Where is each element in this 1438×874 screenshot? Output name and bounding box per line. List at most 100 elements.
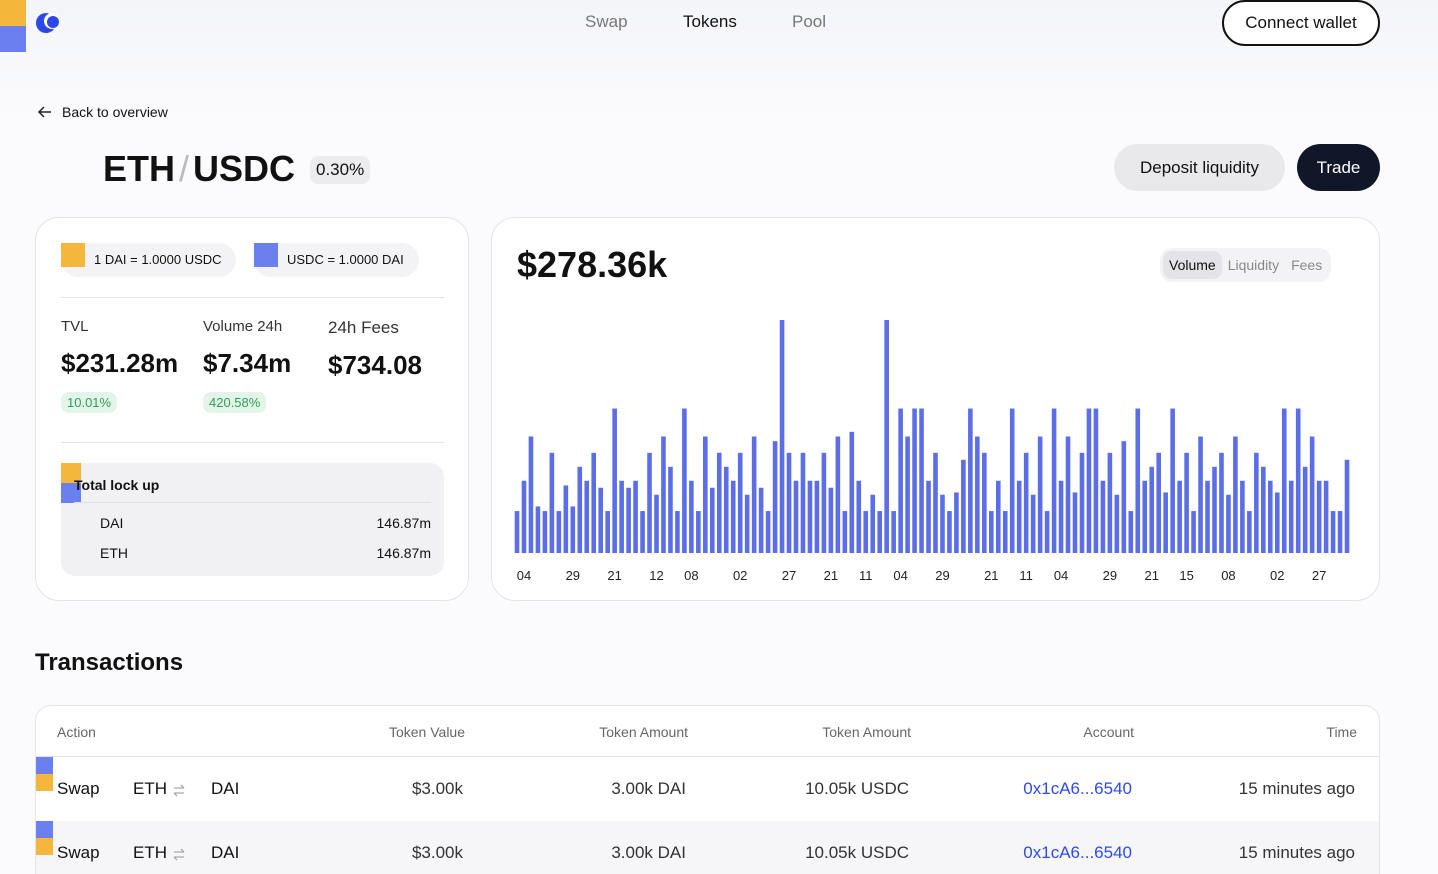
bar xyxy=(675,511,680,553)
bar xyxy=(668,466,673,553)
bar xyxy=(744,494,750,553)
lockup-token: ETH xyxy=(100,545,128,561)
column-header: Token Amount xyxy=(822,724,911,740)
bar xyxy=(1037,436,1043,553)
x-tick-label: 15 xyxy=(1179,568,1193,583)
token-icon xyxy=(61,243,85,267)
transaction-row[interactable]: Swap ETH DAI $3.00k 3.00k DAI 10.05k USDC 0x1c… xyxy=(36,821,1379,874)
bar xyxy=(1030,494,1036,553)
divider xyxy=(74,502,431,503)
bar xyxy=(926,480,931,553)
bar xyxy=(877,511,882,553)
bar xyxy=(772,441,778,553)
token-from: ETH xyxy=(133,779,167,798)
bar xyxy=(1226,494,1231,553)
bar xyxy=(605,511,610,553)
bar xyxy=(598,487,603,553)
bar xyxy=(982,452,987,553)
nav-link[interactable]: Pool xyxy=(792,12,827,31)
bar xyxy=(975,436,980,553)
token-from: ETH xyxy=(133,843,167,862)
column-header: Token Value xyxy=(388,724,465,740)
bar xyxy=(1212,466,1217,553)
bar xyxy=(1023,452,1029,553)
x-tick-label: 29 xyxy=(566,568,580,583)
back-arrow[interactable] xyxy=(36,104,54,120)
bar xyxy=(1274,492,1280,553)
bar xyxy=(856,480,862,553)
connect-wallet-button[interactable]: Connect wallet xyxy=(1222,0,1380,46)
bar xyxy=(514,511,520,553)
chart-tab[interactable]: Liquidity xyxy=(1227,257,1280,273)
transaction-row[interactable]: Swap ETH DAI $3.00k 3.00k DAI 10.05k USDC 0x1c… xyxy=(36,757,1379,821)
nav-link[interactable]: Swap xyxy=(585,12,628,31)
x-tick-label: 04 xyxy=(517,568,531,583)
pair-base: ETH xyxy=(103,148,175,189)
chart-tab[interactable]: Volume xyxy=(1163,251,1222,279)
bar xyxy=(647,452,652,553)
bar xyxy=(1107,452,1113,553)
token-icon xyxy=(254,243,278,267)
bar xyxy=(1330,511,1336,553)
bar xyxy=(828,487,834,553)
volume-chart: 04 29 21 12 08 02 27 21 11 04 29 21 11 04 29 21 15 08 02 27 xyxy=(514,320,1350,583)
cell-account[interactable]: 0x1cA6...6540 xyxy=(1023,843,1132,862)
x-tick-label: 04 xyxy=(1054,568,1068,583)
chart-tab[interactable]: Fees xyxy=(1291,257,1323,273)
logo[interactable] xyxy=(34,10,64,34)
x-tick-label: 21 xyxy=(607,568,621,583)
bar xyxy=(723,466,729,553)
bar xyxy=(542,511,548,553)
bar xyxy=(947,511,952,553)
cell-time: 15 minutes ago xyxy=(1238,779,1355,798)
bar xyxy=(612,408,617,553)
bar xyxy=(765,511,771,553)
stats-card: 1 DAI = 1.0000 USDC USDC = 1.0000 DAI TVL $… xyxy=(35,217,469,601)
nav-link[interactable]: Tokens xyxy=(683,12,737,31)
bar xyxy=(730,480,736,553)
bar xyxy=(1233,436,1238,553)
bar xyxy=(919,408,924,553)
bar xyxy=(1316,480,1322,553)
bar xyxy=(1149,466,1155,553)
bar xyxy=(1281,408,1287,553)
x-tick-label: 12 xyxy=(649,568,663,583)
bar xyxy=(1247,511,1252,553)
bar xyxy=(654,494,659,553)
stat-value: $231.28m xyxy=(61,348,179,378)
bar xyxy=(835,436,841,553)
bar xyxy=(961,459,966,553)
column-header: Action xyxy=(57,724,96,740)
swap-icon xyxy=(173,848,185,861)
bar xyxy=(689,480,694,553)
cell-account[interactable]: 0x1cA6...6540 xyxy=(1023,779,1132,798)
token-icon xyxy=(36,838,53,855)
bar xyxy=(584,480,590,553)
bar xyxy=(1288,480,1294,553)
rate-pill: USDC = 1.0000 DAI xyxy=(254,243,419,277)
bar xyxy=(535,506,541,553)
x-tick-label: 21 xyxy=(1144,568,1158,583)
pair-separator: / xyxy=(179,148,190,189)
bar xyxy=(1114,494,1120,553)
stat-label: TVL xyxy=(61,318,89,335)
bar xyxy=(1002,511,1008,553)
deposit-button[interactable]: Deposit liquidity xyxy=(1114,144,1285,191)
back-link[interactable]: Back to overview xyxy=(62,104,168,120)
bar xyxy=(779,320,785,553)
bar xyxy=(716,452,722,553)
trade-button[interactable]: Trade xyxy=(1297,144,1380,191)
bar xyxy=(626,487,631,553)
bar xyxy=(800,452,806,553)
bar xyxy=(1191,511,1196,553)
bar xyxy=(1142,480,1148,553)
bar xyxy=(1219,452,1224,553)
bar xyxy=(640,511,645,553)
bar xyxy=(891,511,896,553)
x-tick-label: 27 xyxy=(1312,568,1326,583)
bar xyxy=(703,436,708,553)
rate-text: 1 DAI = 1.0000 USDC xyxy=(94,252,222,267)
bar xyxy=(1344,459,1350,553)
bar xyxy=(989,511,994,553)
bar xyxy=(1135,408,1141,553)
